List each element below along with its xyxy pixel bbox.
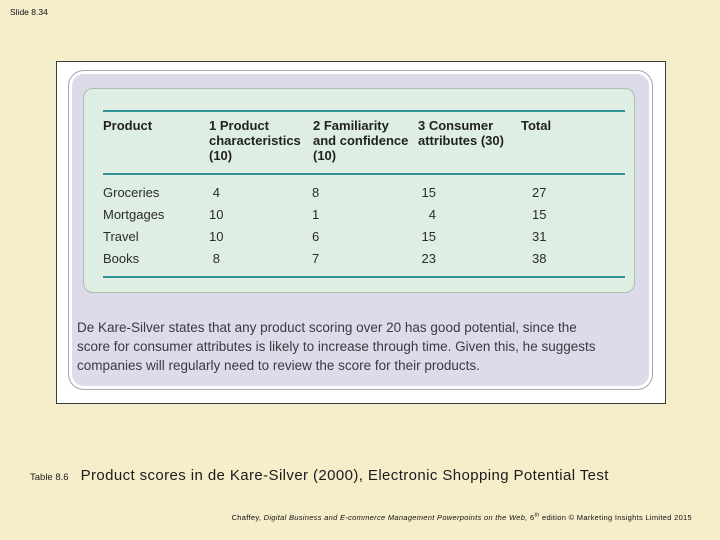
slide-number-label: Slide 8.34 [10, 7, 48, 17]
cell-product: Mortgages [103, 207, 165, 222]
figure-panel: Product 1 Product characteristics (10) 2… [68, 70, 653, 390]
cell-consumer-attributes: 23 [421, 251, 436, 266]
cell-familiarity-confidence: 6 [312, 229, 320, 244]
caption-title: Product scores in de Kare-Silver (2000),… [80, 467, 609, 484]
cell-familiarity-confidence: 8 [312, 185, 320, 200]
cell-familiarity-confidence: 1 [312, 207, 320, 222]
attribution-footer: Chaffey, Digital Business and E-commerce… [232, 513, 692, 522]
caption-number: Table 8.6 [30, 472, 69, 483]
table-header-row: Product 1 Product characteristics (10) 2… [103, 118, 625, 163]
table-caption: Table 8.6 Product scores in de Kare-Silv… [30, 467, 609, 484]
cell-product-characteristics: 8 [212, 251, 220, 266]
column-header-product-characteristics: 1 Product characteristics (10) [209, 118, 301, 163]
column-header-product: Product [103, 118, 153, 133]
cell-total: 38 [532, 251, 547, 266]
footer-book-title: Digital Business and E-commerce Manageme… [263, 513, 528, 522]
cell-consumer-attributes: 15 [421, 185, 436, 200]
footer-author: Chaffey, [231, 513, 264, 522]
cell-product-characteristics: 4 [212, 185, 220, 200]
cell-familiarity-confidence: 7 [312, 251, 320, 266]
column-header-consumer-attributes: 3 Consumer attributes (30) [418, 118, 504, 148]
cell-total: 31 [532, 229, 547, 244]
column-header-familiarity-confidence: 2 Familiarity and confidence (10) [313, 118, 409, 163]
note-line: companies will regularly need to review … [77, 358, 480, 373]
cell-consumer-attributes: 4 [428, 207, 436, 222]
footer-edition-number: 6 [527, 513, 535, 522]
table-body: Groceries 4 8 15 27 Mortgages 10 1 4 15 … [103, 182, 625, 270]
table-top-rule [103, 110, 625, 112]
cell-consumer-attributes: 15 [421, 229, 436, 244]
footer-edition-rest: edition © Marketing Insights Limited 201… [539, 513, 692, 522]
cell-total: 15 [532, 207, 547, 222]
cell-product: Books [103, 251, 140, 266]
table-header-rule [103, 173, 625, 175]
cell-product: Travel [103, 229, 139, 244]
figure-note-text: De Kare-Silver states that any product s… [77, 318, 649, 375]
table-bottom-rule [103, 276, 625, 278]
footer-edition-superscript: th [534, 512, 540, 519]
cell-product-characteristics: 10 [209, 229, 224, 244]
note-line: score for consumer attributes is likely … [77, 339, 596, 354]
scores-table: Product 1 Product characteristics (10) 2… [83, 88, 635, 293]
cell-total: 27 [532, 185, 547, 200]
cell-product-characteristics: 10 [209, 207, 224, 222]
note-line: De Kare-Silver states that any product s… [77, 320, 577, 335]
cell-product: Groceries [103, 185, 160, 200]
column-header-total: Total [521, 118, 552, 133]
figure-frame: Product 1 Product characteristics (10) 2… [56, 61, 666, 404]
